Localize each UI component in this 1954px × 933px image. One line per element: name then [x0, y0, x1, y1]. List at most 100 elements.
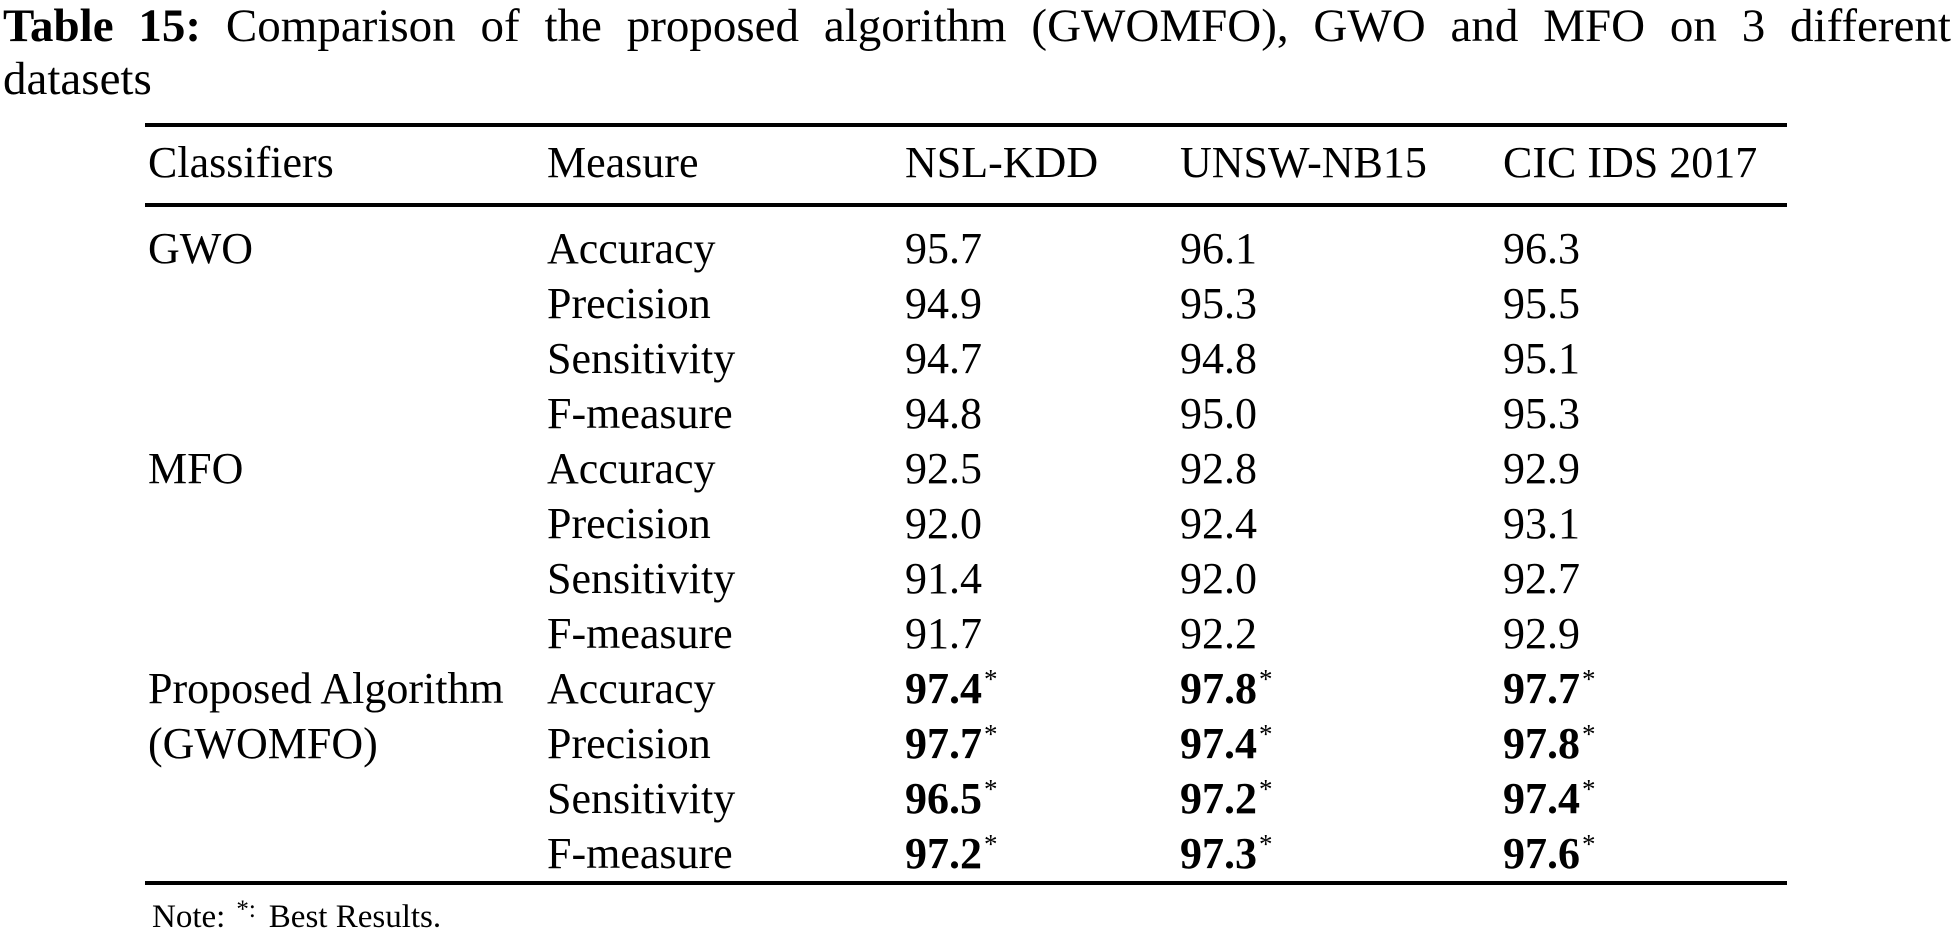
metric-value: 97.8	[1180, 664, 1257, 713]
value-cell: 94.9	[905, 276, 1180, 331]
value-cell: 94.8	[1180, 331, 1503, 386]
best-marker: *	[984, 829, 998, 859]
metric-value: 92.0	[905, 499, 982, 548]
metric-value: 94.7	[905, 334, 982, 383]
value-cell: 94.8	[905, 386, 1180, 441]
best-marker: *	[984, 664, 998, 694]
value-cell: 97.4*	[905, 661, 1180, 716]
classifier-cell	[145, 386, 547, 441]
metric-value: 92.4	[1180, 499, 1257, 548]
metric-value: 92.5	[905, 444, 982, 493]
col-header-classifiers: Classifiers	[145, 125, 547, 207]
metric-value: 92.8	[1180, 444, 1257, 493]
note-prefix: Note:	[152, 899, 226, 933]
table-row: Sensitivity 91.4 92.0 92.7	[145, 551, 1787, 606]
metric-value: 97.7	[905, 719, 982, 768]
classifier-cell: GWO	[148, 224, 254, 273]
metric-value: 95.3	[1180, 279, 1257, 328]
best-marker: *	[1259, 829, 1273, 859]
measure-cell: Sensitivity	[547, 334, 736, 383]
caption-line-2: datasets	[3, 53, 152, 105]
classifier-cell: Proposed Algorithm	[148, 664, 504, 713]
metric-value: 92.2	[1180, 609, 1257, 658]
metric-value: 92.0	[1180, 554, 1257, 603]
measure-cell: Sensitivity	[547, 554, 736, 603]
value-cell: 92.7	[1503, 551, 1787, 606]
best-marker: *	[1259, 719, 1273, 749]
metric-value: 95.3	[1503, 389, 1580, 438]
table-row: Precision 94.9 95.3 95.5	[145, 276, 1787, 331]
metric-value: 96.1	[1180, 224, 1257, 273]
value-cell: 92.0	[905, 496, 1180, 551]
value-cell: 96.5*	[905, 771, 1180, 826]
table-row: F-measure 91.7 92.2 92.9	[145, 606, 1787, 661]
metric-value: 92.7	[1503, 554, 1580, 603]
classifier-cell	[145, 551, 547, 606]
value-cell: 97.7*	[1503, 661, 1787, 716]
metric-value: 97.2	[905, 829, 982, 878]
value-cell: 97.2*	[905, 826, 1180, 883]
metric-value: 97.4	[905, 664, 982, 713]
caption-line-1: Table 15: Comparison of the proposed alg…	[3, 0, 1951, 53]
table-row-proposed: F-measure 97.2* 97.3* 97.6*	[145, 826, 1787, 883]
value-cell: 92.4	[1180, 496, 1503, 551]
best-marker: *	[1582, 664, 1596, 694]
metric-value: 95.0	[1180, 389, 1257, 438]
metric-value: 94.8	[905, 389, 982, 438]
table-header: Classifiers Measure NSL-KDD UNSW-NB15 CI…	[145, 125, 1787, 207]
value-cell: 92.9	[1503, 606, 1787, 661]
col-header-cic-ids-2017: CIC IDS 2017	[1503, 125, 1787, 207]
best-marker: *	[1259, 664, 1273, 694]
comparison-table: Classifiers Measure NSL-KDD UNSW-NB15 CI…	[145, 123, 1787, 885]
metric-value: 92.9	[1503, 444, 1580, 493]
value-cell: 92.5	[905, 441, 1180, 496]
value-cell: 96.3	[1503, 205, 1787, 276]
measure-cell: F-measure	[547, 389, 733, 438]
value-cell: 95.3	[1180, 276, 1503, 331]
value-cell: 97.2*	[1180, 771, 1503, 826]
metric-value: 95.5	[1503, 279, 1580, 328]
metric-value: 97.3	[1180, 829, 1257, 878]
table-caption: Table 15: Comparison of the proposed alg…	[3, 0, 1951, 106]
value-cell: 97.4*	[1503, 771, 1787, 826]
metric-value: 91.4	[905, 554, 982, 603]
table-note: Note: *: Best Results.	[152, 896, 441, 933]
metric-value: 92.9	[1503, 609, 1580, 658]
value-cell: 97.3*	[1180, 826, 1503, 883]
col-header-unsw-nb15: UNSW-NB15	[1180, 125, 1503, 207]
value-cell: 91.7	[905, 606, 1180, 661]
metric-value: 93.1	[1503, 499, 1580, 548]
value-cell: 92.8	[1180, 441, 1503, 496]
value-cell: 95.7	[905, 205, 1180, 276]
metric-value: 97.8	[1503, 719, 1580, 768]
value-cell: 97.8*	[1180, 661, 1503, 716]
measure-cell: Precision	[547, 499, 711, 548]
classifier-cell	[145, 496, 547, 551]
table-body: GWO Accuracy 95.7 96.1 96.3 Precision 94…	[145, 205, 1787, 883]
measure-cell: Precision	[547, 719, 711, 768]
value-cell: 91.4	[905, 551, 1180, 606]
metric-value: 97.7	[1503, 664, 1580, 713]
value-cell: 92.9	[1503, 441, 1787, 496]
metric-value: 91.7	[905, 609, 982, 658]
metric-value: 95.1	[1503, 334, 1580, 383]
value-cell: 95.0	[1180, 386, 1503, 441]
metric-value: 97.4	[1180, 719, 1257, 768]
best-marker: *	[1259, 774, 1273, 804]
caption-label: Table 15:	[3, 0, 202, 52]
metric-value: 97.2	[1180, 774, 1257, 823]
value-cell: 97.6*	[1503, 826, 1787, 883]
value-cell: 94.7	[905, 331, 1180, 386]
best-marker: *	[1582, 719, 1596, 749]
classifier-cell	[145, 276, 547, 331]
table-row-proposed: Proposed Algorithm Accuracy 97.4* 97.8* …	[145, 661, 1787, 716]
col-header-nsl-kdd: NSL-KDD	[905, 125, 1180, 207]
value-cell: 96.1	[1180, 205, 1503, 276]
classifier-cell	[145, 606, 547, 661]
measure-cell: Accuracy	[547, 224, 716, 273]
value-cell: 97.4*	[1180, 716, 1503, 771]
table-row: GWO Accuracy 95.7 96.1 96.3	[145, 205, 1787, 276]
value-cell: 97.8*	[1503, 716, 1787, 771]
classifier-cell: MFO	[148, 444, 244, 493]
